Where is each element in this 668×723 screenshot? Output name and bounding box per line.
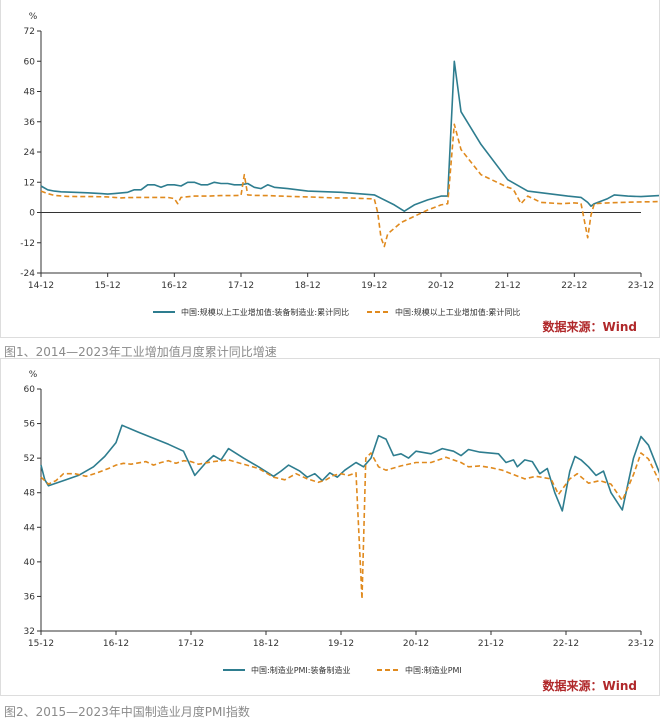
- legend-label: 中国:制造业PMI:装备制造业: [251, 665, 350, 675]
- x-tick-label: 17-12: [228, 281, 254, 291]
- series-line-equipment: [40, 424, 668, 512]
- y-tick-label: 24: [24, 148, 36, 158]
- figure1-caption: 图1、2014—2023年工业增加值月度累计同比增速: [4, 345, 277, 359]
- legend-label: 中国:规模以上工业增加值:装备制造业:累计同比: [181, 307, 349, 317]
- y-tick-label: 60: [24, 385, 36, 395]
- x-tick-label: 20-12: [428, 281, 454, 291]
- chart-panel-2: % 60 56 52 48 44 40 36 32 15-12 16-12 17-12 18-12 19-…: [0, 358, 668, 696]
- y-tick-label: 48: [24, 88, 36, 98]
- x-tick-label: 18-12: [253, 639, 279, 649]
- chart-industrial-value-added: % 72 60 48 36 24 12 0 -12 -24 14-12 15-12 16-12 17-12…: [20, 12, 668, 317]
- x-tick-label: 23-12: [628, 281, 654, 291]
- y-tick-label: 44: [24, 523, 36, 533]
- y-tick-label: 36: [24, 118, 36, 128]
- x-tick-label: 23-12: [628, 639, 654, 649]
- y-tick-label: 52: [24, 454, 35, 464]
- y-tick-label: 32: [24, 627, 35, 637]
- y-tick-label: 56: [24, 420, 36, 430]
- x-tick-label: 21-12: [478, 639, 504, 649]
- y-tick-label: 60: [24, 57, 36, 67]
- y-axis-unit: %: [29, 12, 38, 22]
- x-tick-label: 14-12: [28, 281, 54, 291]
- y-tick-label: -12: [20, 239, 35, 249]
- y-tick-label: 36: [24, 592, 36, 602]
- x-tick-label: 18-12: [295, 281, 321, 291]
- y-tick-label: 12: [24, 178, 35, 188]
- source-label-1: 数据来源：Wind: [542, 320, 637, 334]
- series-line-equipment: [40, 60, 668, 212]
- x-tick-label: 22-12: [561, 281, 587, 291]
- x-tick-label: 22-12: [553, 639, 579, 649]
- y-axis-unit: %: [29, 370, 38, 380]
- y-tick-label: 0: [29, 209, 35, 219]
- y-tick-label: 48: [24, 489, 36, 499]
- chart-manufacturing-pmi: % 60 56 52 48 44 40 36 32 15-12 16-12 17-12 18-12 19-…: [24, 370, 668, 675]
- x-tick-label: 15-12: [28, 639, 54, 649]
- x-tick-label: 16-12: [161, 281, 187, 291]
- x-tick-label: 20-12: [403, 639, 429, 649]
- y-tick-label: 72: [24, 27, 35, 37]
- x-tick-label: 19-12: [328, 639, 354, 649]
- series-line-overall: [40, 452, 668, 600]
- series-line-overall: [40, 123, 668, 248]
- figure2-caption: 图2、2015—2023年中国制造业月度PMI指数: [4, 705, 250, 719]
- legend-label: 中国:制造业PMI: [405, 665, 462, 675]
- legend-label: 中国:规模以上工业增加值:累计同比: [395, 307, 520, 317]
- x-tick-label: 15-12: [95, 281, 121, 291]
- chart-panel-1: % 72 60 48 36 24 12 0 -12 -24 14-12 15-12 16-12 17-12…: [0, 0, 668, 338]
- source-label-2: 数据来源：Wind: [542, 679, 637, 693]
- x-tick-label: 21-12: [495, 281, 521, 291]
- x-tick-label: 19-12: [361, 281, 387, 291]
- x-tick-label: 17-12: [178, 639, 204, 649]
- y-tick-label: 40: [24, 558, 36, 568]
- x-tick-label: 16-12: [103, 639, 129, 649]
- y-tick-label: -24: [20, 269, 35, 279]
